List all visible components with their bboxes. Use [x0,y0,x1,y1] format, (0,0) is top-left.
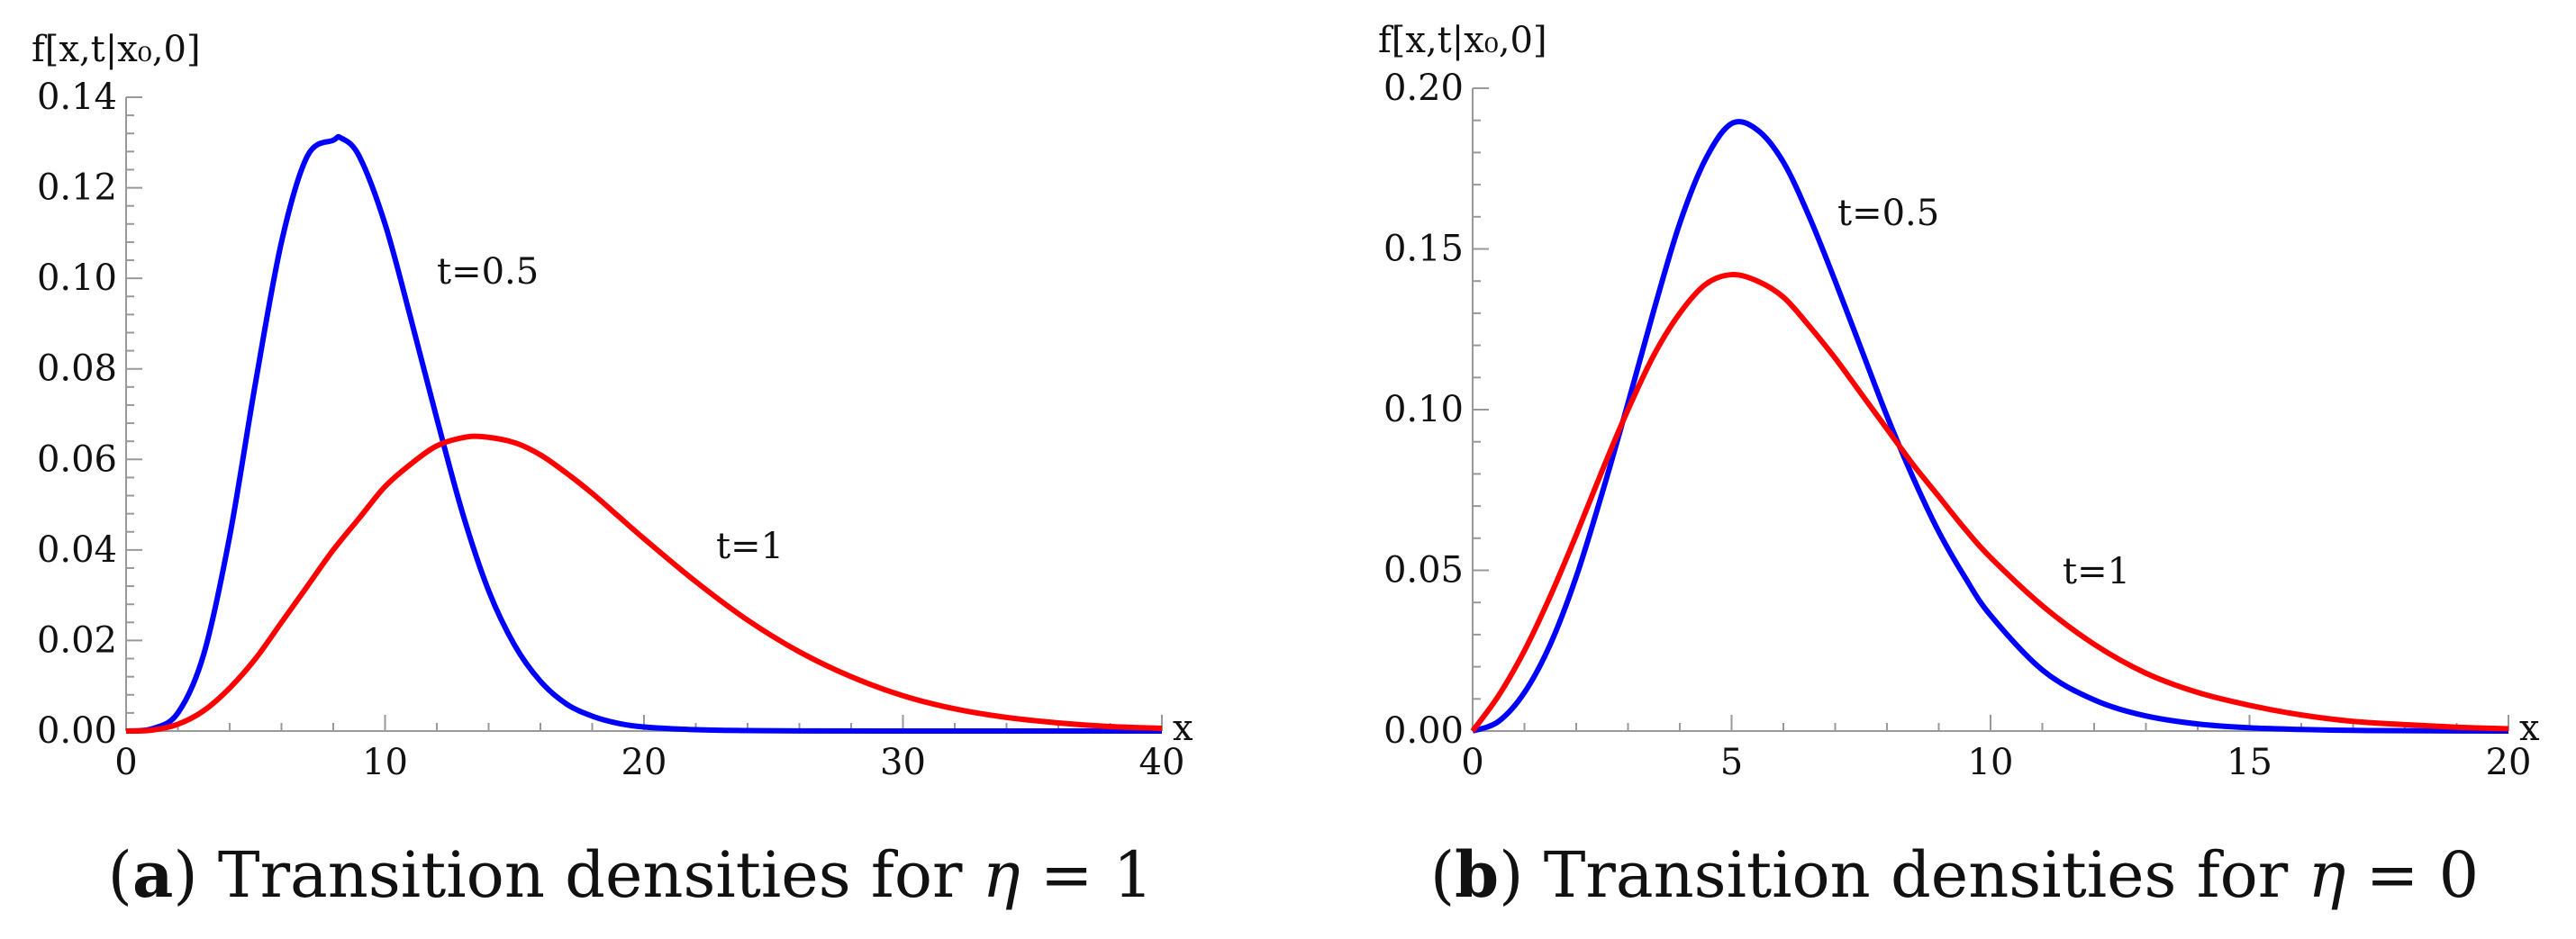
chart-a-x-tick-label: 0 [114,742,137,783]
caption-a-value: = 1 [1020,838,1154,912]
chart-b-series-t1-line [1470,272,2509,733]
chart-panel-b: 0 5 10 15 20 0.00 0.05 0.10 0.15 0.20 x f[x,t|x₀,0]… [1333,0,2576,939]
chart-a-x-tick-label: 10 [362,742,408,783]
chart-b-y-tick-label: 0.15 [1383,229,1464,270]
chart-a-y-tick-label: 0.02 [37,619,117,661]
chart-a-y-tick-label: 0.00 [37,710,117,752]
chart-b-y-tick-label: 0.20 [1383,68,1464,109]
chart-a-x-tick-label: 20 [621,742,667,783]
chart-a-series-t1-label: t=1 [716,526,784,567]
chart-b-x-axis-label: x [2519,708,2540,749]
caption-b-letter: b [1455,837,1500,912]
caption-a-text: Transition densities for [217,838,983,912]
chart-a-y-tick-label: 0.12 [37,167,117,209]
chart-a-series-t05-line [125,133,1162,735]
chart-panel-a: 0 10 20 30 40 0.00 0.02 0.04 0.06 0.08 0.10 0.12 0.1… [0,0,1261,939]
chart-a-y-tick-label: 0.04 [37,529,117,571]
chart-a-series-t1-line [125,433,1163,734]
chart-b-x-tick-label: 0 [1461,742,1483,783]
chart-b-x-tick-label: 5 [1720,742,1743,783]
chart-b-series-t05-line [1471,119,2509,734]
chart-b-y-tick-label: 0.00 [1383,710,1464,752]
chart-a-y-axis-label: f[x,t|x₀,0] [32,29,201,70]
chart-b-y-tick-label: 0.10 [1383,389,1464,430]
chart-a-y-tick-label: 0.08 [37,348,117,390]
chart-a-y-tick-label: 0.14 [37,77,117,118]
chart-a-y-tick-label: 0.06 [37,438,117,480]
chart-b-x-tick-label: 15 [2227,742,2272,783]
caption-b-value: = 0 [2345,838,2480,912]
chart-b-series-t1-label: t=1 [2063,551,2130,592]
caption-a: (a) Transition densities for η = 1 [107,837,1154,912]
caption-b-symbol: η [2308,838,2346,912]
chart-a-x-tick-label: 30 [880,742,926,783]
chart-b-x-tick-label: 10 [1968,742,2014,783]
chart-b-series-t05-label: t=0.5 [1837,193,1939,234]
chart-b-y-tick-label: 0.05 [1383,550,1464,591]
chart-b: 0 5 10 15 20 0.00 0.05 0.10 0.15 0.20 x f[x,t|x₀,0]… [1378,20,2540,783]
chart-a-series-t05-label: t=0.5 [437,251,539,293]
chart-a-x-axis-label: x [1173,708,1193,749]
chart-a-x-tick-label: 40 [1139,742,1185,783]
caption-b-text: Transition densities for [1543,838,2308,912]
chart-a: 0 10 20 30 40 0.00 0.02 0.04 0.06 0.08 0.10 0.12 0.1… [32,29,1193,783]
chart-b-x-tick-label: 20 [2486,742,2532,783]
chart-a-y-tick-label: 0.10 [37,257,117,299]
caption-a-symbol: η [982,838,1020,912]
chart-b-y-axis-label: f[x,t|x₀,0] [1378,20,1547,61]
caption-a-letter: a [132,837,174,912]
caption-b: (b) Transition densities for η = 0 [1429,837,2480,912]
